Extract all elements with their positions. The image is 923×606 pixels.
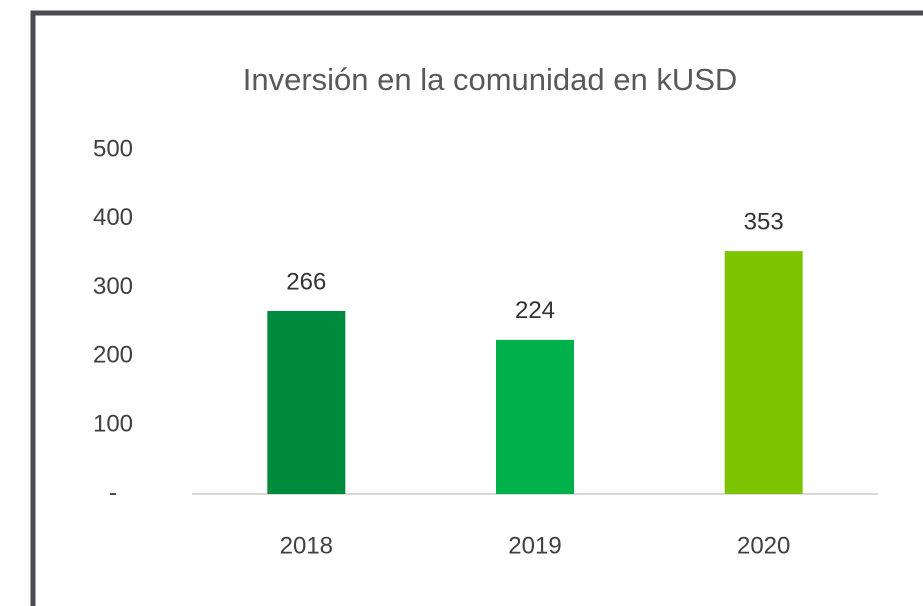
x-tick-label: 2018	[280, 532, 333, 559]
y-tick-label: 300	[93, 273, 133, 300]
frame	[30, 10, 923, 606]
data-label: 353	[744, 208, 784, 235]
x-tick-label: 2020	[737, 532, 790, 559]
y-tick-label: 400	[93, 204, 133, 231]
x-tick-label: 2019	[508, 532, 561, 559]
data-label: 266	[286, 268, 326, 295]
data-label: 224	[515, 297, 555, 324]
y-tick-label: 200	[93, 342, 133, 369]
bar	[267, 310, 346, 494]
y-tick-label: 500	[93, 135, 133, 162]
y-tick-label: 100	[93, 411, 133, 438]
bar	[724, 251, 803, 494]
chart-title: Inversión en la comunidad en kUSD	[243, 62, 738, 97]
y-tick-label: -	[109, 479, 117, 506]
bar	[496, 339, 574, 494]
